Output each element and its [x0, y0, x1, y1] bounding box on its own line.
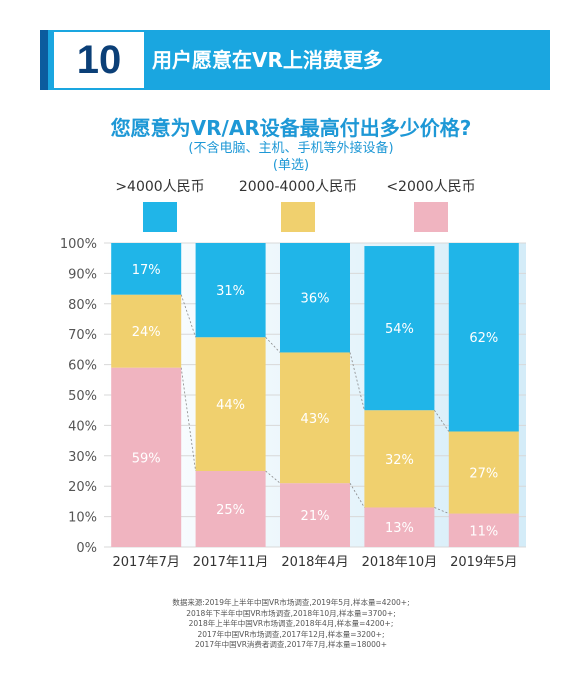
bar-segment	[364, 410, 435, 508]
bar-segment	[364, 246, 435, 411]
y-tick-label: 10%	[68, 511, 97, 526]
bar-segment	[280, 352, 350, 484]
y-tick-label: 50%	[68, 389, 97, 404]
legend-swatch-low	[414, 202, 448, 232]
y-tick-label: 0%	[76, 541, 97, 556]
bar-segment	[111, 367, 182, 547]
legend-item-low: <2000人民币	[376, 176, 486, 232]
connector-line	[434, 507, 449, 514]
banner-accent-bar	[40, 30, 48, 90]
data-label: 59%	[132, 451, 161, 466]
chart-legend: >4000人民币 2000-4000人民币 <2000人民币	[0, 176, 582, 236]
bar-segment	[448, 431, 519, 514]
bar-segment	[195, 471, 266, 547]
legend-label-mid: 2000-4000人民币	[238, 179, 358, 195]
data-source-note: 数据来源:2019年上半年中国VR市场调查,2019年5月,样本量=4200+;…	[0, 598, 582, 651]
chart-title: 您愿意为VR/AR设备最高付出多少价格?	[110, 116, 472, 140]
data-label: 36%	[301, 292, 330, 307]
data-label: 32%	[385, 453, 414, 468]
data-label: 17%	[132, 263, 161, 278]
data-label: 54%	[385, 322, 414, 337]
section-title: 用户愿意在VR上消费更多	[152, 48, 383, 72]
data-label: 31%	[216, 284, 245, 299]
data-label: 25%	[216, 503, 245, 518]
x-tick-label: 2019年5月	[450, 555, 517, 570]
data-label: 24%	[132, 325, 161, 340]
x-tick-label: 2017年11月	[193, 555, 269, 570]
data-label: 27%	[469, 467, 498, 482]
bar-segment	[111, 294, 182, 368]
connector-line	[180, 294, 196, 338]
data-label: 21%	[301, 509, 330, 524]
y-tick-label: 70%	[68, 328, 97, 343]
x-tick-label: 2018年4月	[281, 555, 348, 570]
bar-segment	[364, 507, 435, 547]
source-line: 2017年中国VR市场调查,2017年12月,样本量=3200+;	[197, 629, 385, 639]
data-label: 13%	[385, 521, 414, 536]
data-label: 62%	[469, 331, 498, 346]
connector-line	[180, 367, 196, 472]
data-label: 44%	[216, 398, 245, 413]
source-line: 2018年上半年中国VR市场调查,2018年4月,样本量=4200+;	[188, 619, 394, 628]
source-line: 数据来源:2019年上半年中国VR市场调查,2019年5月,样本量=4200+;	[172, 598, 410, 607]
stacked-bar-chart: 59% 24% 17% 25% 44% 31% 21% 43% 36% 13% 32% 54% 11% 2…	[60, 237, 526, 570]
bar-segment	[448, 513, 519, 547]
bar-segment	[195, 243, 266, 338]
legend-swatch-high	[143, 202, 177, 232]
connector-line	[434, 409, 450, 432]
connector-line	[349, 352, 365, 411]
bar-segment	[280, 243, 350, 353]
connector-line	[265, 470, 281, 484]
chart-subtitle: (不含电脑、主机、手机等外接设备)	[188, 141, 394, 156]
data-label: 11%	[469, 524, 498, 539]
connector-line	[265, 336, 281, 353]
bar-segment	[111, 243, 182, 295]
bar-segment	[448, 243, 519, 432]
legend-item-mid: 2000-4000人民币	[228, 176, 368, 232]
bar-segment	[195, 337, 266, 471]
section-number: 10	[54, 32, 144, 88]
y-tick-label: 30%	[68, 450, 97, 465]
bar-segment	[280, 483, 350, 547]
source-line: 2017年中国VR消费者调查,2017年7月,样本量=18000+	[195, 640, 387, 649]
y-tick-label: 90%	[68, 267, 97, 282]
data-label: 43%	[301, 412, 330, 427]
legend-label-low: <2000人民币	[386, 179, 476, 195]
legend-label-high: >4000人民币	[115, 179, 205, 195]
section-banner: 10 用户愿意在VR上消费更多	[40, 30, 550, 90]
x-tick-label: 2017年7月	[113, 555, 180, 570]
y-tick-label: 20%	[68, 480, 97, 495]
y-tick-label: 100%	[60, 237, 97, 252]
y-tick-label: 60%	[68, 359, 97, 374]
x-tick-label: 2018年10月	[362, 555, 438, 570]
source-line: 2018年下半年中国VR市场调查,2018年10月,样本量=3700+;	[186, 608, 396, 618]
chart-mode-note: (单选)	[272, 158, 310, 173]
legend-swatch-mid	[281, 202, 315, 232]
connector-line	[349, 482, 365, 508]
y-tick-label: 80%	[68, 298, 97, 313]
y-tick-label: 40%	[68, 419, 97, 434]
legend-item-high: >4000人民币	[110, 176, 210, 232]
